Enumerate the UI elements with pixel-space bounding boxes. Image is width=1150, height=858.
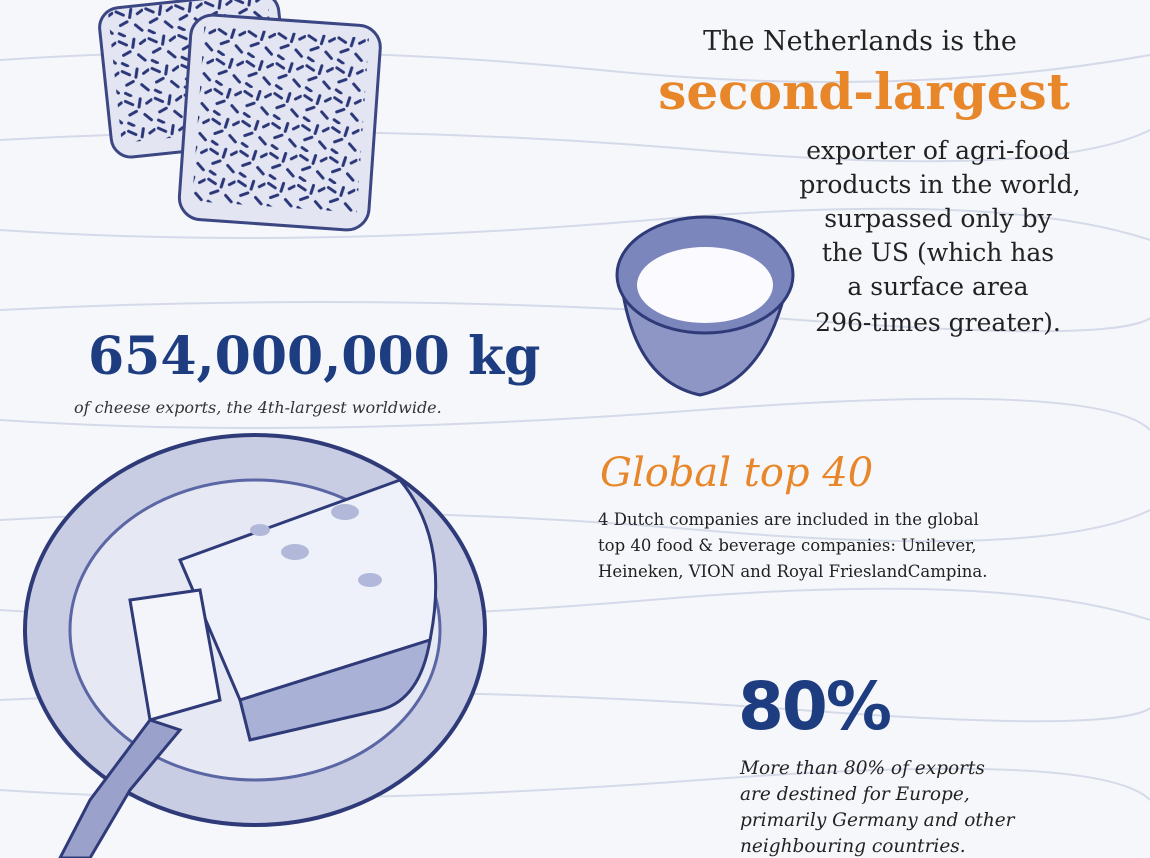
plate	[23, 433, 487, 858]
headline-line: surpassed only by	[824, 204, 1052, 233]
top40-line: Heineken, VION and Royal FrieslandCampin…	[598, 562, 988, 581]
headline-line: exporter of agri-food	[806, 136, 1070, 165]
europe-line: neighbouring countries.	[740, 836, 966, 857]
top40-line: top 40 food & beverage companies: Unilev…	[598, 536, 977, 555]
headline-intro: The Netherlands is the	[703, 26, 1017, 57]
europe-figure: 80%	[738, 668, 892, 745]
headline-line: 296-times greater).	[815, 308, 1061, 337]
headline-line: the US (which has	[821, 238, 1055, 267]
europe-line: are destined for Europe,	[740, 784, 970, 805]
europe-line: primarily Germany and other	[740, 810, 1015, 831]
top40-line: 4 Dutch companies are included in the gl…	[598, 510, 979, 529]
europe-line: More than 80% of exports	[740, 758, 985, 779]
bread	[98, 0, 382, 232]
cheese-figure: 654,000,000 kg	[88, 326, 541, 387]
headline-highlight: second-largest	[658, 62, 1070, 121]
top40-title: Global top 40	[600, 450, 874, 496]
headline-line: products in the world,	[799, 170, 1081, 199]
headline-line: a surface area	[847, 272, 1029, 301]
cup	[615, 215, 795, 397]
cheese-caption: of cheese exports, the 4th-largest world…	[74, 398, 442, 417]
